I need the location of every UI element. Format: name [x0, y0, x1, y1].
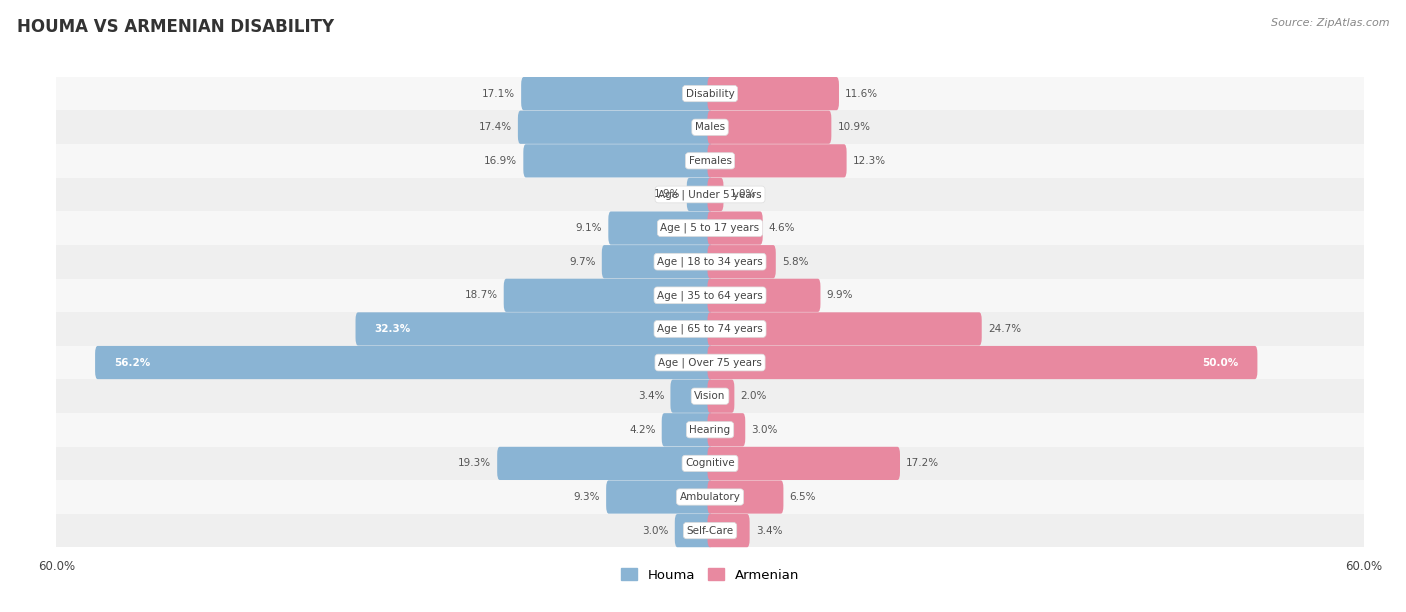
Text: Age | 18 to 34 years: Age | 18 to 34 years [657, 256, 763, 267]
Bar [56, 278, 1364, 312]
Text: 32.3%: 32.3% [374, 324, 411, 334]
FancyBboxPatch shape [707, 278, 821, 312]
Bar [56, 346, 1364, 379]
FancyBboxPatch shape [356, 312, 713, 346]
Text: 56.2%: 56.2% [114, 357, 150, 368]
Text: Age | 65 to 74 years: Age | 65 to 74 years [657, 324, 763, 334]
FancyBboxPatch shape [707, 111, 831, 144]
Text: 24.7%: 24.7% [988, 324, 1021, 334]
Text: Disability: Disability [686, 89, 734, 99]
FancyBboxPatch shape [707, 447, 900, 480]
Text: 9.1%: 9.1% [575, 223, 602, 233]
Bar [56, 245, 1364, 278]
Bar [56, 110, 1364, 144]
Text: 4.2%: 4.2% [628, 425, 655, 435]
Text: 3.4%: 3.4% [638, 391, 664, 401]
Legend: Houma, Armenian: Houma, Armenian [616, 563, 804, 587]
FancyBboxPatch shape [707, 480, 783, 513]
FancyBboxPatch shape [96, 346, 713, 379]
FancyBboxPatch shape [686, 178, 713, 211]
Text: 17.2%: 17.2% [905, 458, 939, 468]
FancyBboxPatch shape [606, 480, 713, 513]
Text: 16.9%: 16.9% [484, 156, 517, 166]
Text: Ambulatory: Ambulatory [679, 492, 741, 502]
FancyBboxPatch shape [523, 144, 713, 177]
Text: 50.0%: 50.0% [1202, 357, 1239, 368]
Text: 9.9%: 9.9% [827, 290, 853, 300]
Text: 5.8%: 5.8% [782, 256, 808, 267]
Text: Self-Care: Self-Care [686, 526, 734, 536]
Text: 1.9%: 1.9% [654, 190, 681, 200]
Text: Males: Males [695, 122, 725, 132]
Text: Hearing: Hearing [689, 425, 731, 435]
Text: 10.9%: 10.9% [838, 122, 870, 132]
Text: Age | 35 to 64 years: Age | 35 to 64 years [657, 290, 763, 300]
FancyBboxPatch shape [675, 514, 713, 547]
Bar [56, 177, 1364, 211]
Text: Source: ZipAtlas.com: Source: ZipAtlas.com [1271, 18, 1389, 28]
Bar [56, 514, 1364, 548]
Bar [56, 144, 1364, 177]
FancyBboxPatch shape [517, 111, 713, 144]
Bar [56, 447, 1364, 480]
FancyBboxPatch shape [707, 178, 724, 211]
Bar [56, 480, 1364, 514]
FancyBboxPatch shape [707, 379, 734, 412]
Text: 1.0%: 1.0% [730, 190, 756, 200]
Bar [56, 312, 1364, 346]
Text: Age | Over 75 years: Age | Over 75 years [658, 357, 762, 368]
Text: Females: Females [689, 156, 731, 166]
Text: 2.0%: 2.0% [741, 391, 766, 401]
Text: 6.5%: 6.5% [790, 492, 815, 502]
FancyBboxPatch shape [707, 312, 981, 346]
FancyBboxPatch shape [707, 514, 749, 547]
Text: Age | 5 to 17 years: Age | 5 to 17 years [661, 223, 759, 233]
Text: 19.3%: 19.3% [458, 458, 491, 468]
Text: Vision: Vision [695, 391, 725, 401]
Bar [56, 379, 1364, 413]
Text: 11.6%: 11.6% [845, 89, 879, 99]
FancyBboxPatch shape [707, 77, 839, 110]
FancyBboxPatch shape [707, 346, 1257, 379]
Text: 9.7%: 9.7% [569, 256, 596, 267]
FancyBboxPatch shape [707, 413, 745, 446]
Text: 9.3%: 9.3% [574, 492, 600, 502]
Text: 3.4%: 3.4% [756, 526, 782, 536]
Bar [56, 211, 1364, 245]
Text: 18.7%: 18.7% [464, 290, 498, 300]
FancyBboxPatch shape [609, 212, 713, 245]
FancyBboxPatch shape [707, 144, 846, 177]
Text: 12.3%: 12.3% [853, 156, 886, 166]
Bar [56, 76, 1364, 110]
Text: 17.4%: 17.4% [478, 122, 512, 132]
FancyBboxPatch shape [707, 245, 776, 278]
Text: Cognitive: Cognitive [685, 458, 735, 468]
FancyBboxPatch shape [707, 212, 762, 245]
Bar [56, 413, 1364, 447]
FancyBboxPatch shape [671, 379, 713, 412]
FancyBboxPatch shape [662, 413, 713, 446]
FancyBboxPatch shape [503, 278, 713, 312]
Text: HOUMA VS ARMENIAN DISABILITY: HOUMA VS ARMENIAN DISABILITY [17, 18, 335, 36]
Text: Age | Under 5 years: Age | Under 5 years [658, 189, 762, 200]
Text: 3.0%: 3.0% [643, 526, 669, 536]
FancyBboxPatch shape [498, 447, 713, 480]
FancyBboxPatch shape [602, 245, 713, 278]
FancyBboxPatch shape [522, 77, 713, 110]
Text: 3.0%: 3.0% [751, 425, 778, 435]
Text: 17.1%: 17.1% [482, 89, 515, 99]
Text: 4.6%: 4.6% [769, 223, 796, 233]
